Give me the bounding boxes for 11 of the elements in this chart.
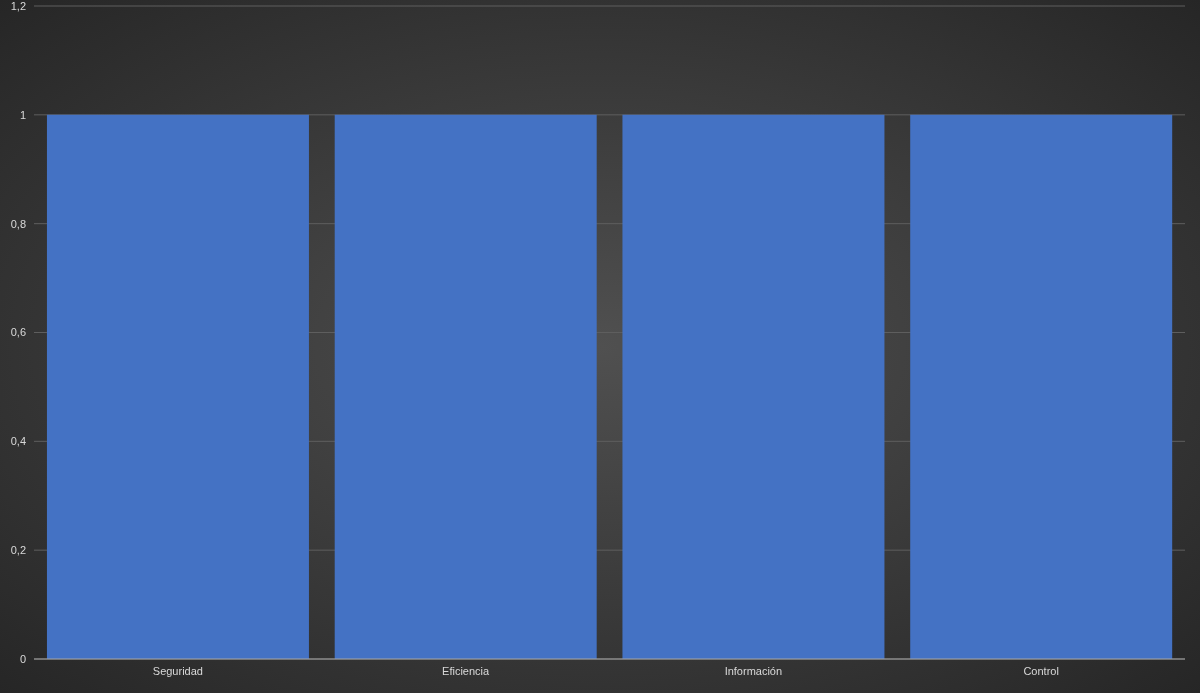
y-tick-label: 0,8 — [10, 217, 26, 230]
x-tick-label: Información — [724, 664, 783, 677]
y-tick-label: 1,2 — [10, 0, 26, 12]
y-tick-label: 0,6 — [10, 326, 26, 339]
y-tick-label: 1 — [19, 108, 26, 121]
x-tick-label: Control — [1023, 664, 1059, 677]
y-tick-label: 0 — [19, 652, 26, 665]
y-tick-label: 0,2 — [10, 544, 26, 557]
x-tick-label: Eficiencia — [442, 664, 491, 677]
x-tick-label: Seguridad — [152, 664, 203, 677]
y-tick-label: 0,4 — [10, 435, 26, 448]
